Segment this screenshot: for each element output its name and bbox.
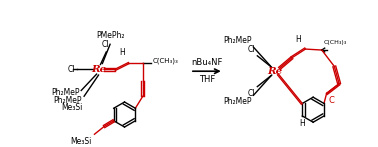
Text: Cl: Cl: [68, 65, 76, 74]
Text: Re: Re: [91, 65, 106, 74]
Text: nBu₄NF: nBu₄NF: [191, 58, 223, 67]
Text: Re: Re: [267, 67, 282, 76]
Text: C(CH₃)₃: C(CH₃)₃: [324, 40, 347, 45]
Text: H: H: [295, 35, 301, 44]
Text: Ph₂MeP: Ph₂MeP: [223, 36, 251, 45]
Text: THF: THF: [199, 75, 215, 84]
Text: Ph₂MeP: Ph₂MeP: [54, 96, 82, 105]
Text: Cl: Cl: [248, 88, 256, 98]
Text: Ph₂MeP: Ph₂MeP: [223, 97, 251, 106]
Text: PMePh₂: PMePh₂: [96, 31, 124, 40]
Text: Me₃Si: Me₃Si: [61, 103, 82, 112]
Text: C: C: [328, 96, 335, 105]
Text: Cl: Cl: [248, 45, 256, 54]
Text: H: H: [299, 119, 305, 128]
Text: H: H: [119, 48, 124, 57]
Text: Me₃Si: Me₃Si: [70, 137, 91, 146]
Text: Cl: Cl: [102, 40, 109, 49]
Text: C(CH₃)₃: C(CH₃)₃: [152, 57, 178, 64]
Text: Ph₂MeP: Ph₂MeP: [51, 88, 79, 97]
